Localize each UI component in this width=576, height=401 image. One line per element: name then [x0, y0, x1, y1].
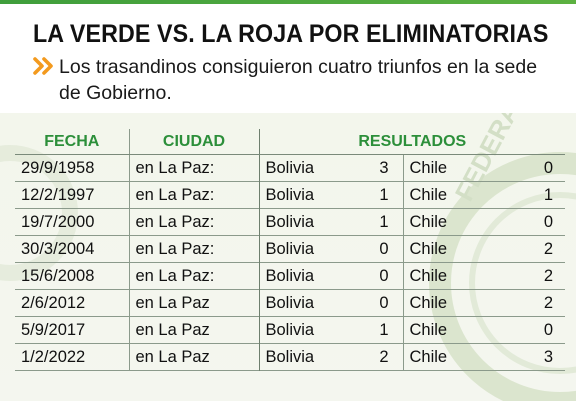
table-row: 12/2/1997 en La Paz: Bolivia 1 Chile 1: [15, 181, 566, 209]
cell-date: 19/7/2000: [15, 208, 129, 236]
cell-away-score: 0: [531, 208, 566, 236]
header-city: CIUDAD: [128, 129, 259, 155]
header-date: FECHA: [15, 129, 129, 155]
cell-away-score: 1: [531, 181, 566, 209]
top-accent-bar: [0, 0, 576, 4]
cell-date: 12/2/1997: [15, 181, 129, 209]
cell-date: 2/6/2012: [15, 289, 129, 317]
cell-home-team: Bolivia: [258, 289, 371, 317]
cell-away-score: 0: [543, 158, 554, 177]
cell-home-team: Bolivia: [258, 208, 371, 236]
cell-home-score: 2: [371, 343, 403, 371]
cell-home-score: 0: [371, 235, 403, 263]
cell-home-team: Bolivia: [258, 154, 371, 182]
cell-city: en La Paz:: [128, 208, 259, 236]
cell-home-team: Bolivia: [258, 262, 371, 290]
cell-home-team: Bolivia: [258, 316, 371, 344]
cell-away-score: 0: [531, 316, 566, 344]
table-row: 30/3/2004 en La Paz: Bolivia 0 Chile 2: [15, 235, 566, 263]
cell-date: 29/9/1958: [21, 158, 95, 177]
table-row: 1/2/2022 en La Paz Bolivia 2 Chile 3: [15, 343, 566, 371]
results-panel: FEDERACIÓN FECHA CIUDAD RESULTADOS 29/9/…: [0, 113, 576, 401]
table-row: 19/7/2000 en La Paz: Bolivia 1 Chile 0: [15, 208, 566, 236]
cell-away-team: Chile: [402, 235, 531, 263]
cell-city: en La Paz:: [128, 154, 259, 182]
cell-away-team: Chile: [402, 262, 531, 290]
cell-home-score: 1: [371, 181, 403, 209]
cell-away-score: 3: [531, 343, 566, 371]
cell-away-team: Chile: [402, 343, 531, 371]
cell-city: en La Paz:: [128, 181, 259, 209]
cell-away-team: Chile: [402, 289, 531, 317]
results-table: FECHA CIUDAD RESULTADOS 29/9/1958 en La …: [15, 129, 566, 371]
header-results: RESULTADOS: [258, 129, 566, 155]
page-title: LA VERDE VS. LA ROJA POR ELIMINATORIAS: [33, 20, 549, 48]
cell-date: 1/2/2022: [15, 343, 129, 371]
cell-home-team: Bolivia: [258, 181, 371, 209]
double-chevron-icon: [33, 57, 53, 75]
cell-away-team: Chile: [402, 208, 531, 236]
cell-home-team: Bolivia: [258, 343, 371, 371]
cell-city: en La Paz:: [128, 235, 259, 263]
table-row: 5/9/2017 en La Paz Bolivia 1 Chile 0: [15, 316, 566, 344]
cell-date: 30/3/2004: [15, 235, 129, 263]
cell-away-score: 2: [531, 262, 566, 290]
cell-away-score: 2: [531, 235, 566, 263]
cell-home-score: 0: [371, 262, 403, 290]
cell-city: en La Paz: [128, 316, 259, 344]
cell-home-score: 1: [371, 316, 403, 344]
cell-city: en La Paz:: [128, 262, 259, 290]
cell-home-score: 0: [371, 289, 403, 317]
cell-city: en La Paz: [128, 343, 259, 371]
cell-date: 15/6/2008: [15, 262, 129, 290]
table-row: 15/6/2008 en La Paz: Bolivia 0 Chile 2: [15, 262, 566, 290]
cell-city: en La Paz: [128, 289, 259, 317]
cell-away-team: Chile: [402, 316, 531, 344]
cell-away-team: Chile: [402, 181, 531, 209]
cell-away-score: 2: [531, 289, 566, 317]
cell-date: 5/9/2017: [15, 316, 129, 344]
table-header-row: FECHA CIUDAD RESULTADOS: [15, 129, 566, 155]
subtitle: Los trasandinos consiguieron cuatro triu…: [59, 56, 538, 104]
cell-home-score: 1: [371, 208, 403, 236]
table-row: 29/9/1958 en La Paz: Bolivia 3 Chile 0: [15, 154, 565, 182]
cell-home-score: 3: [379, 158, 389, 177]
table-row: 2/6/2012 en La Paz Bolivia 0 Chile 2: [15, 289, 566, 317]
cell-away-team: Chile: [402, 154, 531, 182]
cell-home-team: Bolivia: [258, 235, 371, 263]
